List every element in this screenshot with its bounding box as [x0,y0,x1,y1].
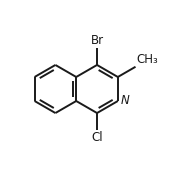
Text: Br: Br [90,34,104,47]
Text: CH₃: CH₃ [136,53,158,66]
Text: N: N [121,94,130,107]
Text: Cl: Cl [91,131,103,144]
